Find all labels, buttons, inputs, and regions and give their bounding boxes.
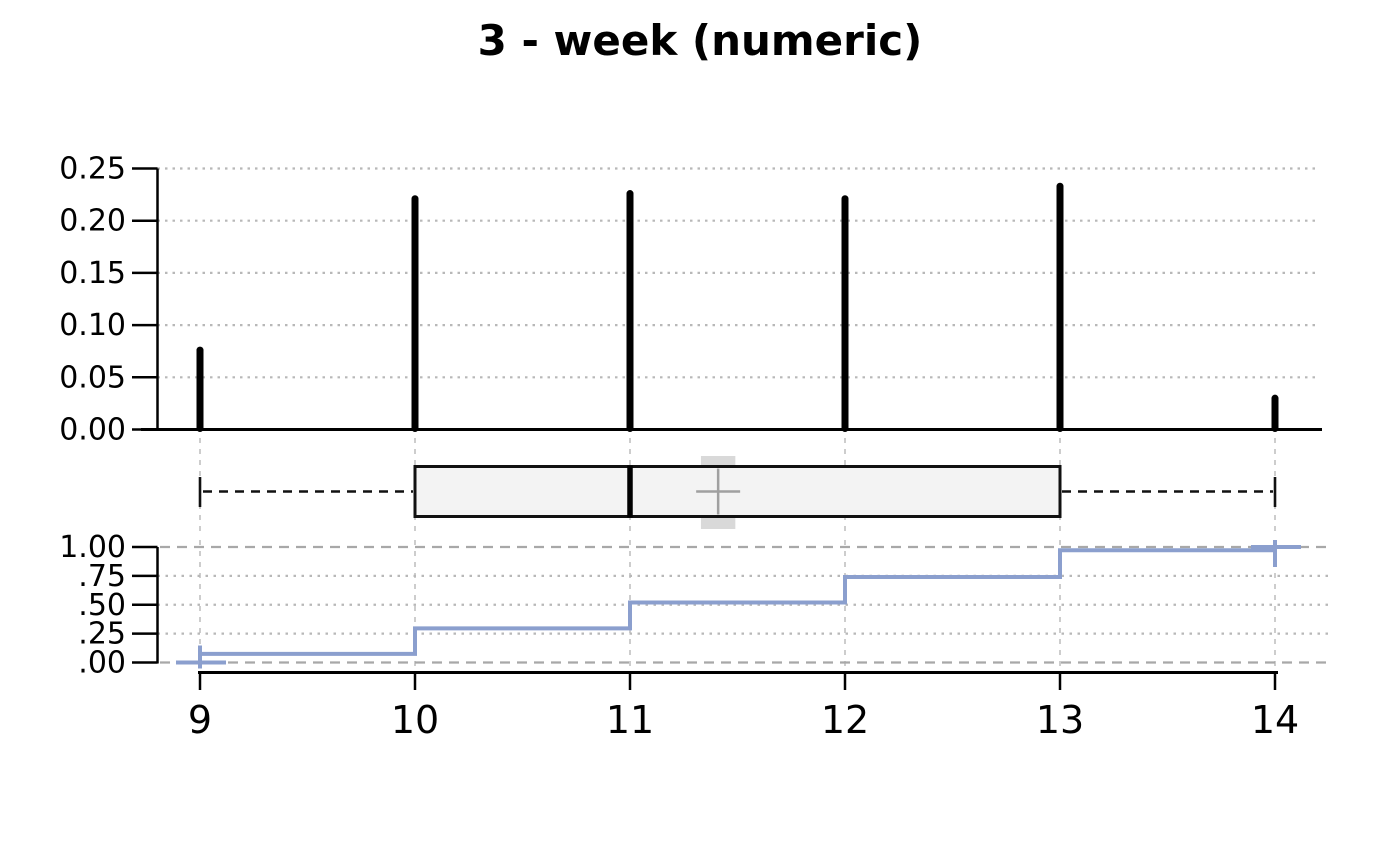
x-tick-label: 12 [821,698,869,742]
ecdf-y-tick-label: .75 [78,559,126,594]
pmf-y-tick-label: 0.25 [59,152,126,187]
tick-labels-layer: 0.00 0.05 0.10 0.15 0.20 0.25 1.00.75.50.25.00… [59,152,1299,743]
x-tick-label: 10 [391,698,439,742]
ecdf-y-tick-label: .50 [78,588,126,623]
pmf-y-tick-label: 0.15 [59,256,126,291]
ecdf-y-tick-label: .25 [78,617,126,652]
axes-layer [132,167,1322,690]
chart-title: 3 - week (numeric) [477,16,923,65]
pmf-y-tick-label: 0.10 [59,308,126,343]
pmf-y-tick-label: 0.20 [59,204,126,239]
ecdf-y-tick-label: 1.00 [59,530,126,565]
x-tick-label: 13 [1036,698,1084,742]
boxplot-panel [198,456,1277,529]
pmf-y-tick-label: 0.05 [59,360,126,395]
x-tick-label: 11 [606,698,654,742]
pmf-panel [196,182,1279,432]
x-tick-label: 14 [1251,698,1299,742]
ecdf-y-tick-label: .00 [78,646,126,681]
ecdf-panel [176,540,1301,669]
pmf-y-tick-label: 0.00 [59,413,126,448]
ecdf-line [200,545,1301,656]
gridlines-layer [157,167,1332,671]
x-tick-label: 9 [188,698,212,742]
